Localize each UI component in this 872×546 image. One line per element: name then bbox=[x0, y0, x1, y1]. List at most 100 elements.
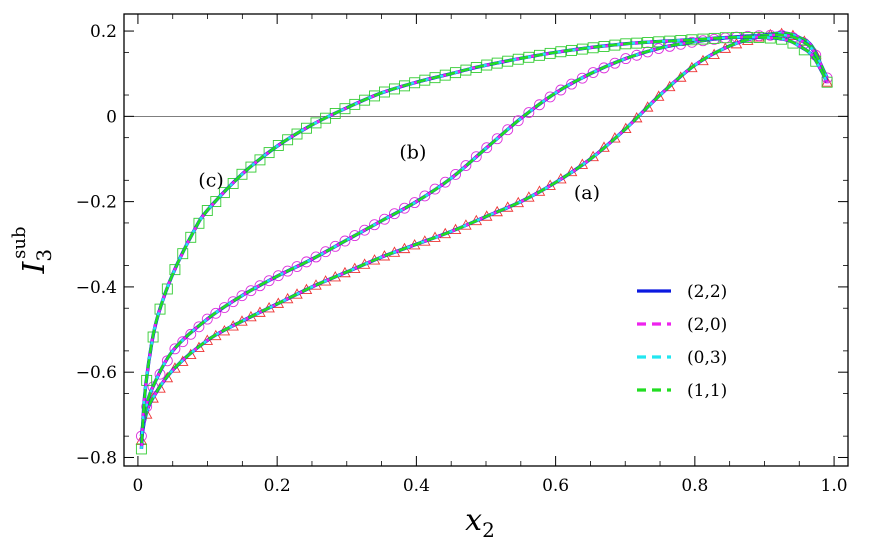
marker-circle bbox=[544, 91, 556, 103]
marker-circle bbox=[512, 115, 524, 127]
markers-curve-b bbox=[135, 29, 833, 442]
marker-circle bbox=[218, 302, 230, 313]
legend-label-1-1: (1,1) bbox=[687, 381, 727, 401]
plot-frame bbox=[123, 13, 849, 467]
legend-label-2-2: (2,2) bbox=[687, 282, 727, 302]
marker-circle bbox=[566, 78, 578, 90]
marker-circle bbox=[620, 53, 632, 65]
marker-circle bbox=[329, 240, 341, 252]
x-tick-label: 0.8 bbox=[681, 476, 708, 496]
series-line-2-0-curve-a bbox=[140, 31, 829, 441]
marker-circle bbox=[491, 133, 503, 145]
y-axis-symbol: I bbox=[17, 260, 52, 274]
marker-circle bbox=[282, 265, 294, 277]
y-axis-subscript: 3 bbox=[32, 249, 56, 262]
marker-circle bbox=[389, 208, 400, 220]
tick-layer bbox=[124, 14, 848, 466]
marker-square bbox=[185, 231, 197, 243]
marker-square bbox=[798, 44, 810, 56]
marker-square bbox=[169, 264, 181, 276]
marker-triangle bbox=[169, 362, 181, 373]
series-line-1-1-curve-b bbox=[140, 33, 829, 437]
marker-circle bbox=[523, 107, 535, 119]
y-axis-title: I3sub bbox=[9, 227, 56, 275]
marker-circle bbox=[349, 230, 361, 242]
y-tick-label: 0.2 bbox=[90, 22, 117, 42]
marker-layer bbox=[135, 27, 833, 455]
series-line-layer bbox=[139, 31, 829, 450]
annotation-c: (c) bbox=[198, 169, 223, 191]
marker-circle bbox=[470, 151, 482, 163]
y-tick-label: −0.8 bbox=[76, 448, 117, 468]
annotation-a: (a) bbox=[574, 182, 600, 204]
marker-circle bbox=[227, 296, 239, 308]
y-tick-label: −0.2 bbox=[76, 193, 117, 213]
marker-circle bbox=[460, 160, 472, 172]
tick-label-layer: 0 0.2 0.4 0.6 0.8 1.0 −0.8 −0.6 −0.4 −0.2 0 0.2 bbox=[76, 22, 848, 496]
series-line-2-2-curve-a bbox=[139, 31, 829, 441]
marker-circle bbox=[369, 219, 380, 231]
marker-circle bbox=[169, 343, 181, 355]
marker-circle bbox=[201, 313, 213, 325]
marker-circle bbox=[272, 270, 284, 282]
markers-curve-a bbox=[135, 27, 833, 445]
x-axis-title: x2 bbox=[465, 503, 495, 542]
series-line-1-1-curve-a bbox=[140, 31, 829, 441]
legend-label-2-0: (2,0) bbox=[687, 315, 727, 335]
marker-circle bbox=[481, 142, 493, 154]
x-axis-symbol: x bbox=[465, 503, 482, 538]
marker-circle bbox=[177, 336, 189, 348]
marker-square bbox=[282, 134, 294, 146]
marker-circle bbox=[555, 84, 567, 96]
x-tick-label: 0.4 bbox=[403, 476, 430, 496]
series-line-0-3-curve-b bbox=[140, 33, 829, 437]
marker-circle bbox=[320, 246, 332, 258]
marker-triangle bbox=[147, 392, 159, 403]
legend: (2,2) (2,0) (0,3) (1,1) bbox=[637, 282, 727, 401]
series-line-0-3-curve-a bbox=[140, 31, 829, 441]
marker-circle bbox=[310, 251, 322, 263]
marker-square bbox=[210, 196, 222, 208]
marker-circle bbox=[185, 328, 197, 340]
marker-circle bbox=[193, 321, 205, 333]
marker-circle bbox=[409, 197, 421, 209]
marker-square bbox=[272, 140, 284, 151]
y-tick-label: −0.4 bbox=[76, 278, 117, 298]
marker-circle bbox=[399, 202, 410, 214]
marker-circle bbox=[236, 290, 248, 302]
y-tick-label: −0.6 bbox=[76, 363, 117, 383]
marker-square bbox=[245, 161, 257, 173]
marker-circle bbox=[419, 190, 431, 202]
x-tick-label: 1.0 bbox=[821, 476, 848, 496]
marker-square bbox=[236, 168, 248, 180]
y-axis-superscript: sub bbox=[9, 227, 30, 259]
marker-square bbox=[263, 147, 275, 159]
marker-circle bbox=[502, 124, 514, 136]
marker-square bbox=[227, 178, 239, 189]
marker-circle bbox=[301, 256, 312, 268]
marker-square bbox=[291, 128, 303, 140]
x-axis-subscript: 2 bbox=[482, 518, 495, 542]
marker-square bbox=[193, 217, 205, 229]
marker-circle bbox=[210, 307, 222, 319]
marker-circle bbox=[291, 261, 303, 272]
marker-square bbox=[218, 187, 230, 199]
marker-circle bbox=[254, 280, 266, 292]
y-tick-label: 0 bbox=[106, 107, 117, 127]
marker-circle bbox=[576, 72, 588, 84]
series-line-2-0-curve-b bbox=[140, 33, 829, 437]
series-line-2-2-curve-b bbox=[139, 33, 829, 437]
marker-circle bbox=[429, 183, 441, 195]
x-tick-label: 0 bbox=[133, 476, 144, 496]
marker-circle bbox=[379, 213, 390, 225]
marker-circle bbox=[439, 176, 451, 188]
marker-circle bbox=[587, 67, 599, 78]
marker-circle bbox=[450, 168, 462, 180]
x-tick-label: 0.6 bbox=[542, 476, 569, 496]
marker-square bbox=[201, 205, 213, 216]
x-tick-label: 0.2 bbox=[264, 476, 291, 496]
series-line-1-1-curve-c bbox=[140, 35, 829, 450]
legend-label-0-3: (0,3) bbox=[687, 348, 727, 368]
marker-circle bbox=[245, 285, 257, 297]
